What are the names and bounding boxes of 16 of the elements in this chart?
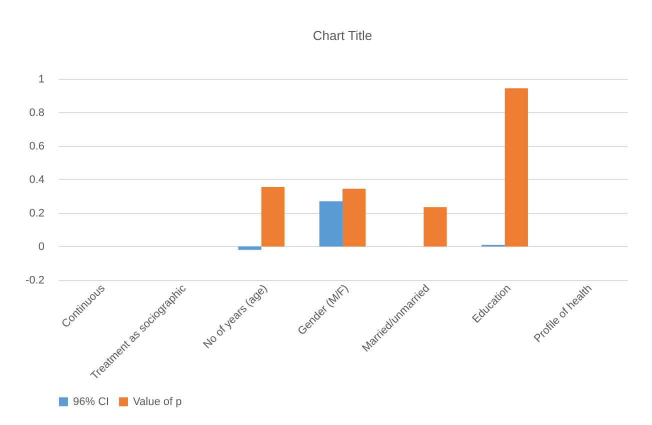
legend-label: 96% CI xyxy=(73,396,110,408)
chart-title: Chart Title xyxy=(312,28,372,43)
bar xyxy=(342,188,366,246)
y-tick-label: 0 xyxy=(38,241,44,253)
y-tick-label: -0.2 xyxy=(26,274,44,286)
bar xyxy=(424,207,447,246)
bar xyxy=(238,246,262,250)
bar xyxy=(261,187,284,246)
y-tick-label: 0.8 xyxy=(29,107,44,119)
y-tick-label: 0.2 xyxy=(29,208,44,220)
y-tick-label: 0.4 xyxy=(29,174,44,186)
bar xyxy=(504,88,528,246)
bar xyxy=(319,201,342,246)
legend-label: Value of p xyxy=(133,396,182,408)
y-tick-label: 1 xyxy=(38,74,44,86)
y-tick-label: 0.6 xyxy=(29,140,44,152)
